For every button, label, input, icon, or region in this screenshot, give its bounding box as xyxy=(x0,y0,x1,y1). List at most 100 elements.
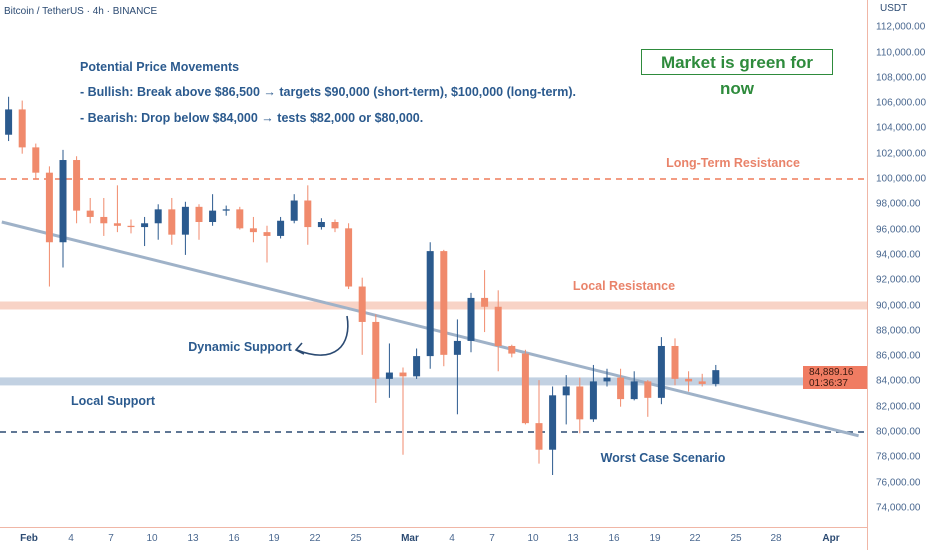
notes-title: Potential Price Movements xyxy=(80,60,240,74)
candle-body xyxy=(277,220,285,236)
current-price: 84,889.16 xyxy=(809,367,854,378)
candle-body xyxy=(440,251,448,355)
candle-body xyxy=(141,223,149,228)
price-tick: 110,000.00 xyxy=(876,47,926,58)
candle-body xyxy=(317,222,325,228)
time-tick: 4 xyxy=(449,533,455,544)
label-long-term-resistance: Long-Term Resistance xyxy=(666,156,800,170)
time-tick: 22 xyxy=(689,533,701,544)
price-tick: 80,000.00 xyxy=(876,426,921,438)
candle-body xyxy=(372,321,380,379)
price-tick: 94,000.00 xyxy=(876,249,921,261)
notes-bullish: - Bullish: Break above $86,500 → targets… xyxy=(80,85,577,99)
price-tick: 90,000.00 xyxy=(876,300,921,311)
candle-body xyxy=(290,200,298,221)
notes-bearish: - Bearish: Drop below $84,000 → tests $8… xyxy=(80,111,424,125)
candle-body xyxy=(345,228,353,287)
label-dynamic-support: Dynamic Support xyxy=(188,340,292,354)
candle-body xyxy=(385,372,393,379)
currency-unit[interactable]: USDT xyxy=(880,3,908,14)
price-tick: 102,000.00 xyxy=(876,148,927,160)
candle-body xyxy=(331,222,339,229)
time-tick: 25 xyxy=(350,533,362,544)
time-tick: 7 xyxy=(108,533,114,544)
label-local-resistance: Local Resistance xyxy=(572,279,676,293)
label-local-support: Local Support xyxy=(70,394,156,408)
price-tick: 78,000.00 xyxy=(876,451,921,463)
candle-body xyxy=(249,228,257,233)
candle-body xyxy=(467,297,475,341)
time-tick: 28 xyxy=(770,533,782,544)
candle-body xyxy=(5,109,13,135)
price-tick: 92,000.00 xyxy=(876,274,921,286)
candle-body xyxy=(181,206,189,235)
time-tick: 10 xyxy=(527,533,539,544)
candle-body xyxy=(521,353,529,424)
candle-body xyxy=(263,232,271,236)
price-tick: 98,000.00 xyxy=(876,198,921,210)
price-tick: 88,000.00 xyxy=(876,325,921,337)
time-tick: 19 xyxy=(268,533,280,544)
candle-body xyxy=(671,345,679,379)
price-tick: 108,000.00 xyxy=(876,72,927,84)
candle-body xyxy=(195,206,203,223)
candle-body xyxy=(18,109,26,148)
candle-body xyxy=(481,297,489,307)
candle-body xyxy=(603,377,611,382)
candle-body xyxy=(685,378,693,382)
candle-body xyxy=(59,160,67,243)
time-tick: 16 xyxy=(228,533,240,544)
label-worst-case: Worst Case Scenario xyxy=(600,451,726,465)
price-tick: 76,000.00 xyxy=(876,477,921,489)
time-tick: Apr xyxy=(822,533,840,544)
candle-body xyxy=(549,395,557,450)
time-tick: Mar xyxy=(401,533,419,544)
time-tick: Feb xyxy=(20,533,38,544)
candle-body xyxy=(535,423,543,450)
price-tick: 84,000.00 xyxy=(876,375,921,387)
candle-body xyxy=(453,340,461,355)
time-tick: 7 xyxy=(489,533,495,544)
candle-body xyxy=(154,209,162,224)
candle-body xyxy=(209,210,217,223)
candle-body xyxy=(100,216,108,224)
time-tick: 4 xyxy=(68,533,74,544)
price-tick: 106,000.00 xyxy=(876,97,927,109)
candle-body xyxy=(576,386,584,420)
candle-body xyxy=(304,200,312,228)
candle-body xyxy=(358,286,366,322)
candle-body xyxy=(698,381,706,384)
candles xyxy=(5,96,720,476)
time-tick: 19 xyxy=(649,533,661,544)
candle-body xyxy=(712,370,720,384)
candle-body xyxy=(127,225,135,228)
current-price-tag: 84,889.16 01:36:37 xyxy=(803,366,867,389)
level-band-2 xyxy=(0,377,867,386)
candle-body xyxy=(399,372,407,377)
candle-body xyxy=(222,209,230,211)
time-tick: 22 xyxy=(309,533,321,544)
bar-countdown: 01:36:37 xyxy=(809,378,848,389)
candle-body xyxy=(508,345,516,354)
time-tick: 13 xyxy=(187,533,199,544)
candle-body xyxy=(86,210,94,217)
time-tick: 10 xyxy=(146,533,158,544)
price-tick: 96,000.00 xyxy=(876,224,921,236)
candle-body xyxy=(562,386,570,396)
market-callout: Market is green for now xyxy=(641,49,833,98)
price-tick: 74,000.00 xyxy=(876,502,921,514)
candle-body xyxy=(236,209,244,229)
time-tick: 25 xyxy=(730,533,742,544)
candle-body xyxy=(45,172,53,243)
candle-body xyxy=(413,356,421,377)
price-tick: 112,000.00 xyxy=(876,21,926,33)
price-tick: 82,000.00 xyxy=(876,401,921,413)
candle-body xyxy=(617,377,625,400)
candle-body xyxy=(113,223,121,226)
price-tick: 100,000.00 xyxy=(876,173,927,185)
price-tick: 86,000.00 xyxy=(876,350,921,362)
candle-body xyxy=(657,345,665,398)
symbol-title[interactable]: Bitcoin / TetherUS · 4h · BINANCE xyxy=(4,6,158,17)
candle-body xyxy=(168,209,176,235)
